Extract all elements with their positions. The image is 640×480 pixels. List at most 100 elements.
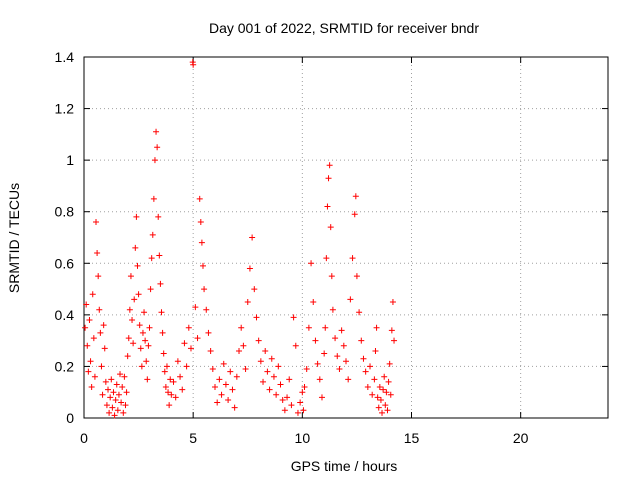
data-point [94,249,101,256]
data-point [101,345,108,352]
grid [84,57,608,418]
data-point [332,335,339,342]
data-point [158,309,165,316]
data-point [155,213,162,220]
data-point [97,329,104,336]
data-point [136,322,143,329]
data-point [110,389,117,396]
data-point [151,157,158,164]
data-point [127,273,134,280]
data-point [118,399,125,406]
data-point [372,347,379,354]
x-tick-label: 0 [80,430,88,446]
data-point [199,262,206,269]
data-point [115,391,122,398]
data-point [381,373,388,380]
data-point [91,373,98,380]
data-point [371,376,378,383]
data-point [236,347,243,354]
data-point [177,373,184,380]
data-point [181,340,188,347]
data-point [373,324,380,331]
data-point [165,389,172,396]
data-point [90,335,97,342]
data-point [112,396,119,403]
data-point [316,376,323,383]
data-point [376,384,383,391]
data-point [288,402,295,409]
data-point [294,409,301,416]
data-point [190,61,197,68]
data-point [149,231,156,238]
data-point [134,262,141,269]
data-point [328,273,335,280]
data-point [336,366,343,373]
data-point [96,306,103,313]
data-point [153,128,160,135]
data-point [257,358,264,365]
data-point [305,324,312,331]
data-point [162,384,169,391]
data-point [349,255,356,262]
data-point [266,386,273,393]
data-point [100,322,107,329]
data-point [277,381,284,388]
data-point [385,378,392,385]
data-point [314,360,321,367]
data-point [384,407,391,414]
data-point [300,407,307,414]
data-point [197,219,204,226]
data-point [321,350,328,357]
data-point [192,304,199,311]
data-point [120,409,127,416]
data-point [102,378,109,385]
data-point [89,291,96,298]
data-point [111,412,118,419]
data-point [233,373,240,380]
data-point [113,381,120,388]
data-point [163,363,170,370]
data-point [214,399,221,406]
data-point [143,358,150,365]
data-point [147,286,154,293]
y-tick-label: 0.4 [55,307,75,323]
data-point [351,211,358,218]
x-axis-label: GPS time / hours [291,458,398,474]
y-tick-label: 1 [66,152,74,168]
data-point [356,309,363,316]
data-point [168,391,175,398]
data-point [218,391,225,398]
data-point [386,360,393,367]
data-point [124,353,131,360]
x-tick-label: 15 [404,430,420,446]
y-tick-label: 1.2 [55,101,75,117]
data-point [108,376,115,383]
y-axis-label: SRMTID / TECUs [6,183,22,293]
data-point [260,378,267,385]
data-point [382,402,389,409]
data-point [268,355,275,362]
data-point [159,329,166,336]
data-point [121,373,128,380]
data-point [117,371,124,378]
data-point [203,306,210,313]
data-point [198,239,205,246]
plot-frame [83,56,609,419]
data-point [145,342,152,349]
data-point [310,298,317,305]
data-point [246,265,253,272]
data-point [172,394,179,401]
data-point [338,327,345,334]
data-point [88,384,95,391]
data-point [327,224,334,231]
data-point [160,350,167,357]
data-point [325,175,332,182]
data-point [156,252,163,259]
data-point [99,391,106,398]
data-point [297,399,304,406]
y-tick-label: 0.6 [55,255,75,271]
y-tick-label: 0 [66,410,74,426]
data-point [109,404,116,411]
data-point [324,203,331,210]
data-point [185,324,192,331]
